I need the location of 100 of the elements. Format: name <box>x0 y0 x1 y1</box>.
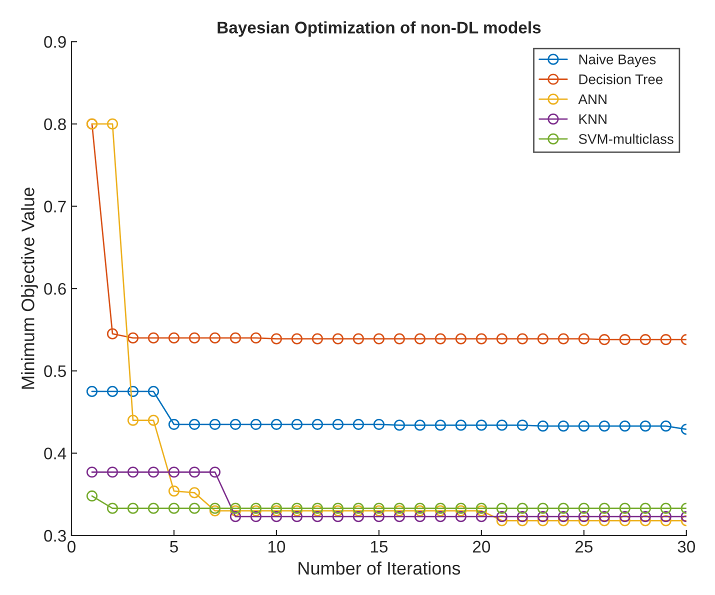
point <box>106 466 118 478</box>
point <box>578 515 590 526</box>
point <box>352 502 364 514</box>
point <box>455 505 466 516</box>
point <box>188 466 200 478</box>
x-tick-label: 0 <box>68 540 76 553</box>
point <box>127 502 139 514</box>
point <box>496 420 508 431</box>
point <box>394 333 406 344</box>
point <box>168 502 180 514</box>
point <box>394 502 406 514</box>
point <box>352 511 364 522</box>
point <box>291 505 303 516</box>
point <box>619 334 630 346</box>
point <box>373 418 385 430</box>
y-tick-label: 0.7 <box>44 200 66 212</box>
point <box>558 420 569 432</box>
y-tick-label: 0.5 <box>44 365 66 378</box>
point <box>230 418 242 430</box>
point <box>332 511 344 522</box>
point <box>619 511 630 522</box>
point <box>168 466 180 478</box>
point <box>230 502 242 514</box>
point <box>250 502 262 514</box>
point <box>598 502 610 514</box>
y-tick-label: 0.4 <box>44 448 66 460</box>
point <box>578 502 590 514</box>
point <box>414 511 426 522</box>
point <box>394 511 406 522</box>
point <box>537 511 548 522</box>
point <box>558 333 569 344</box>
point <box>127 466 139 478</box>
point <box>250 505 262 516</box>
point <box>578 333 590 344</box>
point <box>352 418 364 430</box>
point <box>640 502 651 514</box>
y-tick-label: 0.9 <box>44 36 66 48</box>
point <box>106 502 118 514</box>
point <box>352 505 364 516</box>
point <box>148 414 160 426</box>
point <box>619 502 630 514</box>
point <box>434 333 446 344</box>
point <box>660 502 672 514</box>
legend-label: Naive Bayes <box>579 54 656 68</box>
point <box>578 420 590 432</box>
point <box>168 332 180 344</box>
point <box>394 505 406 516</box>
point <box>476 511 487 522</box>
point <box>291 333 303 344</box>
point <box>148 502 160 514</box>
point <box>476 502 487 514</box>
x-tick-label: 10 <box>268 540 286 553</box>
point <box>598 334 610 346</box>
point <box>660 515 672 526</box>
point <box>148 466 160 478</box>
point <box>312 418 324 430</box>
point <box>250 511 262 522</box>
point <box>188 332 200 344</box>
point <box>434 511 446 522</box>
point <box>455 333 466 344</box>
point <box>496 502 508 514</box>
point <box>106 386 118 398</box>
point <box>373 333 385 344</box>
point <box>352 333 364 344</box>
point <box>230 505 242 516</box>
point <box>578 511 590 522</box>
point <box>332 505 344 516</box>
point <box>148 332 160 344</box>
point <box>537 502 548 514</box>
point <box>496 333 508 344</box>
point <box>619 420 630 432</box>
point <box>168 418 180 430</box>
point <box>394 420 406 431</box>
point <box>414 420 426 431</box>
point <box>230 332 242 344</box>
point <box>516 420 528 431</box>
point <box>640 515 651 526</box>
point <box>640 511 651 522</box>
point <box>312 502 324 514</box>
point <box>516 502 528 514</box>
point <box>640 334 651 346</box>
point <box>414 333 426 344</box>
point <box>660 511 672 522</box>
point <box>86 490 98 502</box>
point <box>106 328 118 340</box>
point <box>537 420 548 432</box>
point <box>476 420 487 431</box>
point <box>537 333 548 344</box>
point <box>127 386 139 398</box>
point <box>106 118 118 130</box>
point <box>434 420 446 431</box>
legend-label: Decision Tree <box>579 74 663 84</box>
point <box>250 332 262 344</box>
point <box>250 418 262 430</box>
point <box>86 386 98 398</box>
point <box>291 511 303 522</box>
point <box>332 418 344 430</box>
point <box>209 332 221 344</box>
chart-title: Bayesian Optimization of non-DL models <box>218 21 541 37</box>
point <box>209 418 221 430</box>
